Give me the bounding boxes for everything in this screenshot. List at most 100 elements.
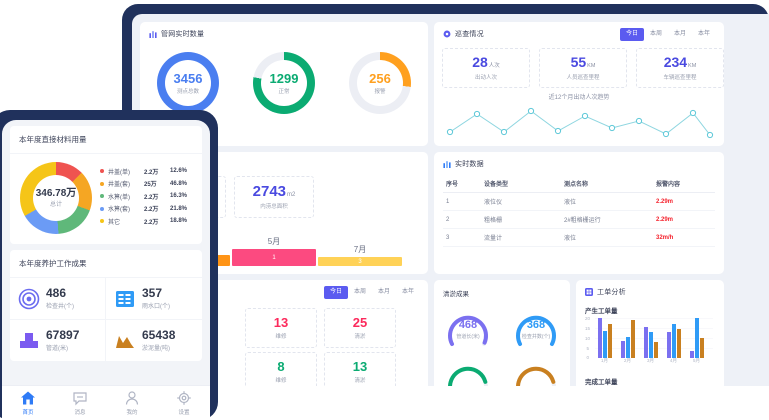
gauge-label: 管道长(米): [456, 334, 480, 340]
patrol-stat-card: 55KM 人员巡查里程: [539, 48, 627, 88]
tabbar-item-profile[interactable]: 我的: [124, 390, 140, 416]
tabbar-label: 设置: [178, 410, 190, 416]
podium-rank-bar[interactable]: 3: [318, 257, 402, 266]
material-card-title: 本年度直接材料用量: [10, 126, 202, 154]
repair-stat-card: 8 维修: [245, 352, 317, 386]
podium-rank-bar[interactable]: 1: [232, 249, 316, 266]
donut-alarm: 256 报警: [349, 52, 411, 114]
gauge-arc: [516, 315, 556, 346]
gauge-extra-orange: [510, 355, 562, 386]
tab-today[interactable]: 今日: [619, 28, 644, 41]
grate-icon: [116, 290, 134, 307]
patrol-stat-value: 55KM: [570, 54, 596, 71]
gauge-grid: 468 管道长(米) 368 检查井数(个): [434, 304, 570, 386]
tabbar-item-settings[interactable]: 设置: [176, 390, 192, 416]
work-order-chart-subtitle: 产生工单量: [585, 308, 618, 315]
bar-series-3: [677, 329, 681, 358]
realtime-panel-header: 管网实时数量: [140, 22, 428, 41]
desktop-dashboard: 管网实时数量 3456 测点总数 1299 正常 2: [132, 14, 769, 386]
user-icon: [125, 391, 139, 405]
maintenance-result-card: 本年度养护工作成果 486 检查井(个): [10, 250, 202, 362]
flood-stat-unit: m2: [287, 192, 296, 198]
legend-label: 水箅(套): [108, 207, 130, 214]
donut-alarm-label: 报警: [374, 88, 386, 95]
patrol-trend-line-chart: [446, 107, 714, 139]
legend-amount: 2.2万: [144, 207, 159, 214]
patrol-stat-unit: KM: [587, 63, 596, 70]
legend-swatch: [100, 219, 104, 224]
flood-stat-card: 2743m2 内涝总面积: [234, 176, 314, 218]
tab-this-year[interactable]: 本年: [401, 289, 414, 295]
material-legend: 井盖(单) 2.2万 12.6% 井盖(套) 25万 46.8% 水箅(单) 2…: [100, 167, 187, 230]
kpi-value: 67897: [46, 328, 80, 343]
col-alarm-content: 报警内容: [653, 175, 715, 193]
repair-range-tabs: 今日 本周 本月 本年: [323, 286, 420, 299]
cell-index: 1: [443, 192, 481, 211]
bar-series-3: [631, 320, 635, 358]
patrol-range-tabs: 今日 本周 本月 本年: [619, 28, 716, 41]
tabbar-item-home[interactable]: 首页: [20, 390, 36, 416]
legend-label: 水箅(单): [108, 194, 130, 201]
manhole-icon: [18, 288, 40, 309]
material-total-value: 346.78万: [35, 188, 77, 199]
kpi-item[interactable]: 486 检查井(个): [10, 278, 106, 321]
alarm-panel-header: 实时数据: [434, 152, 724, 171]
flood-stat-value: 2743m2: [252, 183, 296, 200]
kpi-item[interactable]: 67897 管道(米): [10, 320, 106, 362]
table-row[interactable]: 2 粗格栅 2#粗格栅运行 2.29m: [443, 210, 715, 229]
tab-this-week[interactable]: 本周: [649, 31, 662, 37]
dredging-result-panel: 清淤成果 468 管道长(米) 368 检查井数(个): [434, 280, 570, 386]
kpi-item[interactable]: 357 雨水口(个): [106, 278, 202, 321]
tab-this-year[interactable]: 本年: [697, 31, 710, 37]
kpi-label: 检查井(个): [46, 304, 74, 311]
donut-normal-center: 1299 正常: [261, 60, 307, 106]
podium-month: 7月: [353, 245, 367, 254]
tab-this-week[interactable]: 本周: [353, 289, 366, 295]
cell-alarm-content: 2.29m: [653, 192, 715, 211]
kpi-label: 雨水口(个): [142, 304, 170, 311]
bar-series-3: [608, 323, 612, 358]
cell-point-name: 液位: [561, 192, 653, 211]
gauge-extra-green: [442, 355, 494, 386]
table-row[interactable]: 3 流量计 液位 32m/h: [443, 228, 715, 247]
tabbar-item-message[interactable]: 消息: [72, 390, 88, 416]
alarm-table: 序号 设备类型 测点名称 报警内容 1 液位仪 液位 2.29m 2 粗格栅: [443, 175, 715, 247]
legend-label: 其它: [108, 219, 121, 226]
legend-swatch: [100, 206, 104, 211]
flood-stat-label: 内涝总面积: [260, 204, 288, 210]
tab-this-month[interactable]: 本月: [377, 289, 390, 295]
material-donut-chart: 346.78万 总计: [20, 162, 92, 234]
legend-item: 井盖(套) 25万 46.8%: [100, 179, 187, 188]
kpi-value: 65438: [142, 328, 176, 343]
podium-month: 5月: [267, 237, 281, 246]
alarm-table-panel: 实时数据 序号 设备类型 测点名称 报警内容 1 液位仪 液位 2.29m: [434, 152, 724, 274]
work-order-title: 工单分析: [597, 289, 626, 296]
phone-app: 本年度直接材料用量 346.78万 总计 井盖(单) 2.2万 12.6%: [2, 120, 210, 420]
kpi-item[interactable]: 65438 淤泥量(吨): [106, 320, 202, 361]
gauge-arc: [448, 315, 488, 346]
gauge-arc: [516, 366, 556, 386]
bar-chart-icon: [443, 161, 451, 168]
bar-group: 2月: [621, 320, 635, 363]
bar-series-2: [672, 324, 676, 358]
bar-series-1: [598, 318, 602, 358]
phone-tabbar: 首页 消息 我的: [2, 385, 210, 420]
repair-stat-value: 13: [352, 359, 368, 374]
patrol-stat-unit: 人次: [488, 63, 500, 70]
chat-icon: [73, 392, 87, 406]
ytick-15: 15: [585, 326, 591, 331]
alarm-panel-title: 实时数据: [455, 161, 484, 168]
tab-today[interactable]: 今日: [323, 286, 348, 299]
legend-label: 井盖(单): [108, 169, 130, 176]
realtime-donut-row: 3456 测点总数 1299 正常 256 报警: [140, 52, 428, 114]
xtick-label: 3月: [647, 358, 655, 363]
kpi-label: 淤泥量(吨): [142, 346, 170, 353]
tab-this-month[interactable]: 本月: [673, 31, 686, 37]
table-row[interactable]: 1 液位仪 液位 2.29m: [443, 192, 715, 211]
legend-amount: 25万: [144, 182, 157, 189]
cell-index: 3: [443, 228, 481, 247]
donut-normal-label: 正常: [278, 88, 290, 95]
gauge-arc: [448, 366, 488, 386]
patrol-stat-row: 28人次 出动人次 55KM 人员巡查里程 234KM 车辆巡查里程: [442, 48, 724, 88]
